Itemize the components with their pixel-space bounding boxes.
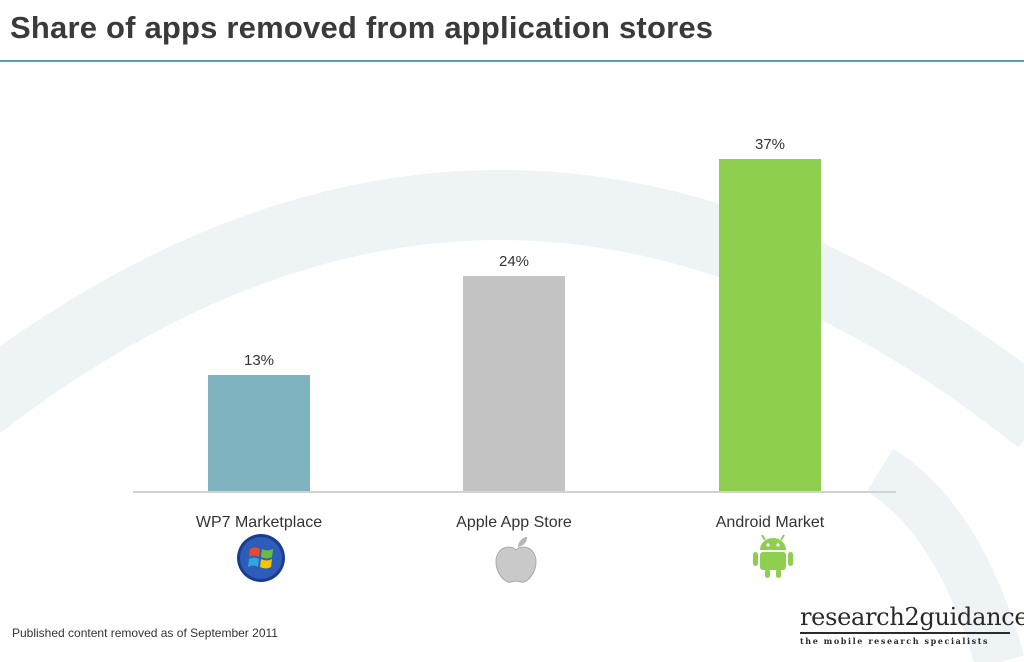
apple-logo-icon: [495, 537, 537, 583]
android-logo-icon: [753, 534, 793, 578]
footnote: Published content removed as of Septembe…: [12, 626, 278, 640]
data-label-android: 37%: [755, 136, 785, 153]
brand-name: research2guidance: [800, 603, 1024, 631]
brand-divider: [800, 632, 1010, 634]
page-title: Share of apps removed from application s…: [10, 10, 714, 45]
data-label-wp7: 13%: [244, 352, 274, 369]
category-label-apple: Apple App Store: [456, 514, 572, 531]
bar-apple: [463, 276, 565, 492]
background-arc: [0, 170, 1024, 662]
data-label-apple: 24%: [499, 253, 529, 270]
windows-logo-icon: [237, 534, 285, 582]
category-label-wp7: WP7 Marketplace: [196, 514, 322, 531]
title-divider: [0, 60, 1024, 62]
bar-wp7: [208, 375, 310, 492]
brand-logo: research2guidance the mobile research sp…: [800, 603, 1024, 646]
brand-tagline: the mobile research specialists: [800, 636, 990, 646]
bar-android: [719, 159, 821, 492]
category-label-android: Android Market: [716, 514, 825, 531]
